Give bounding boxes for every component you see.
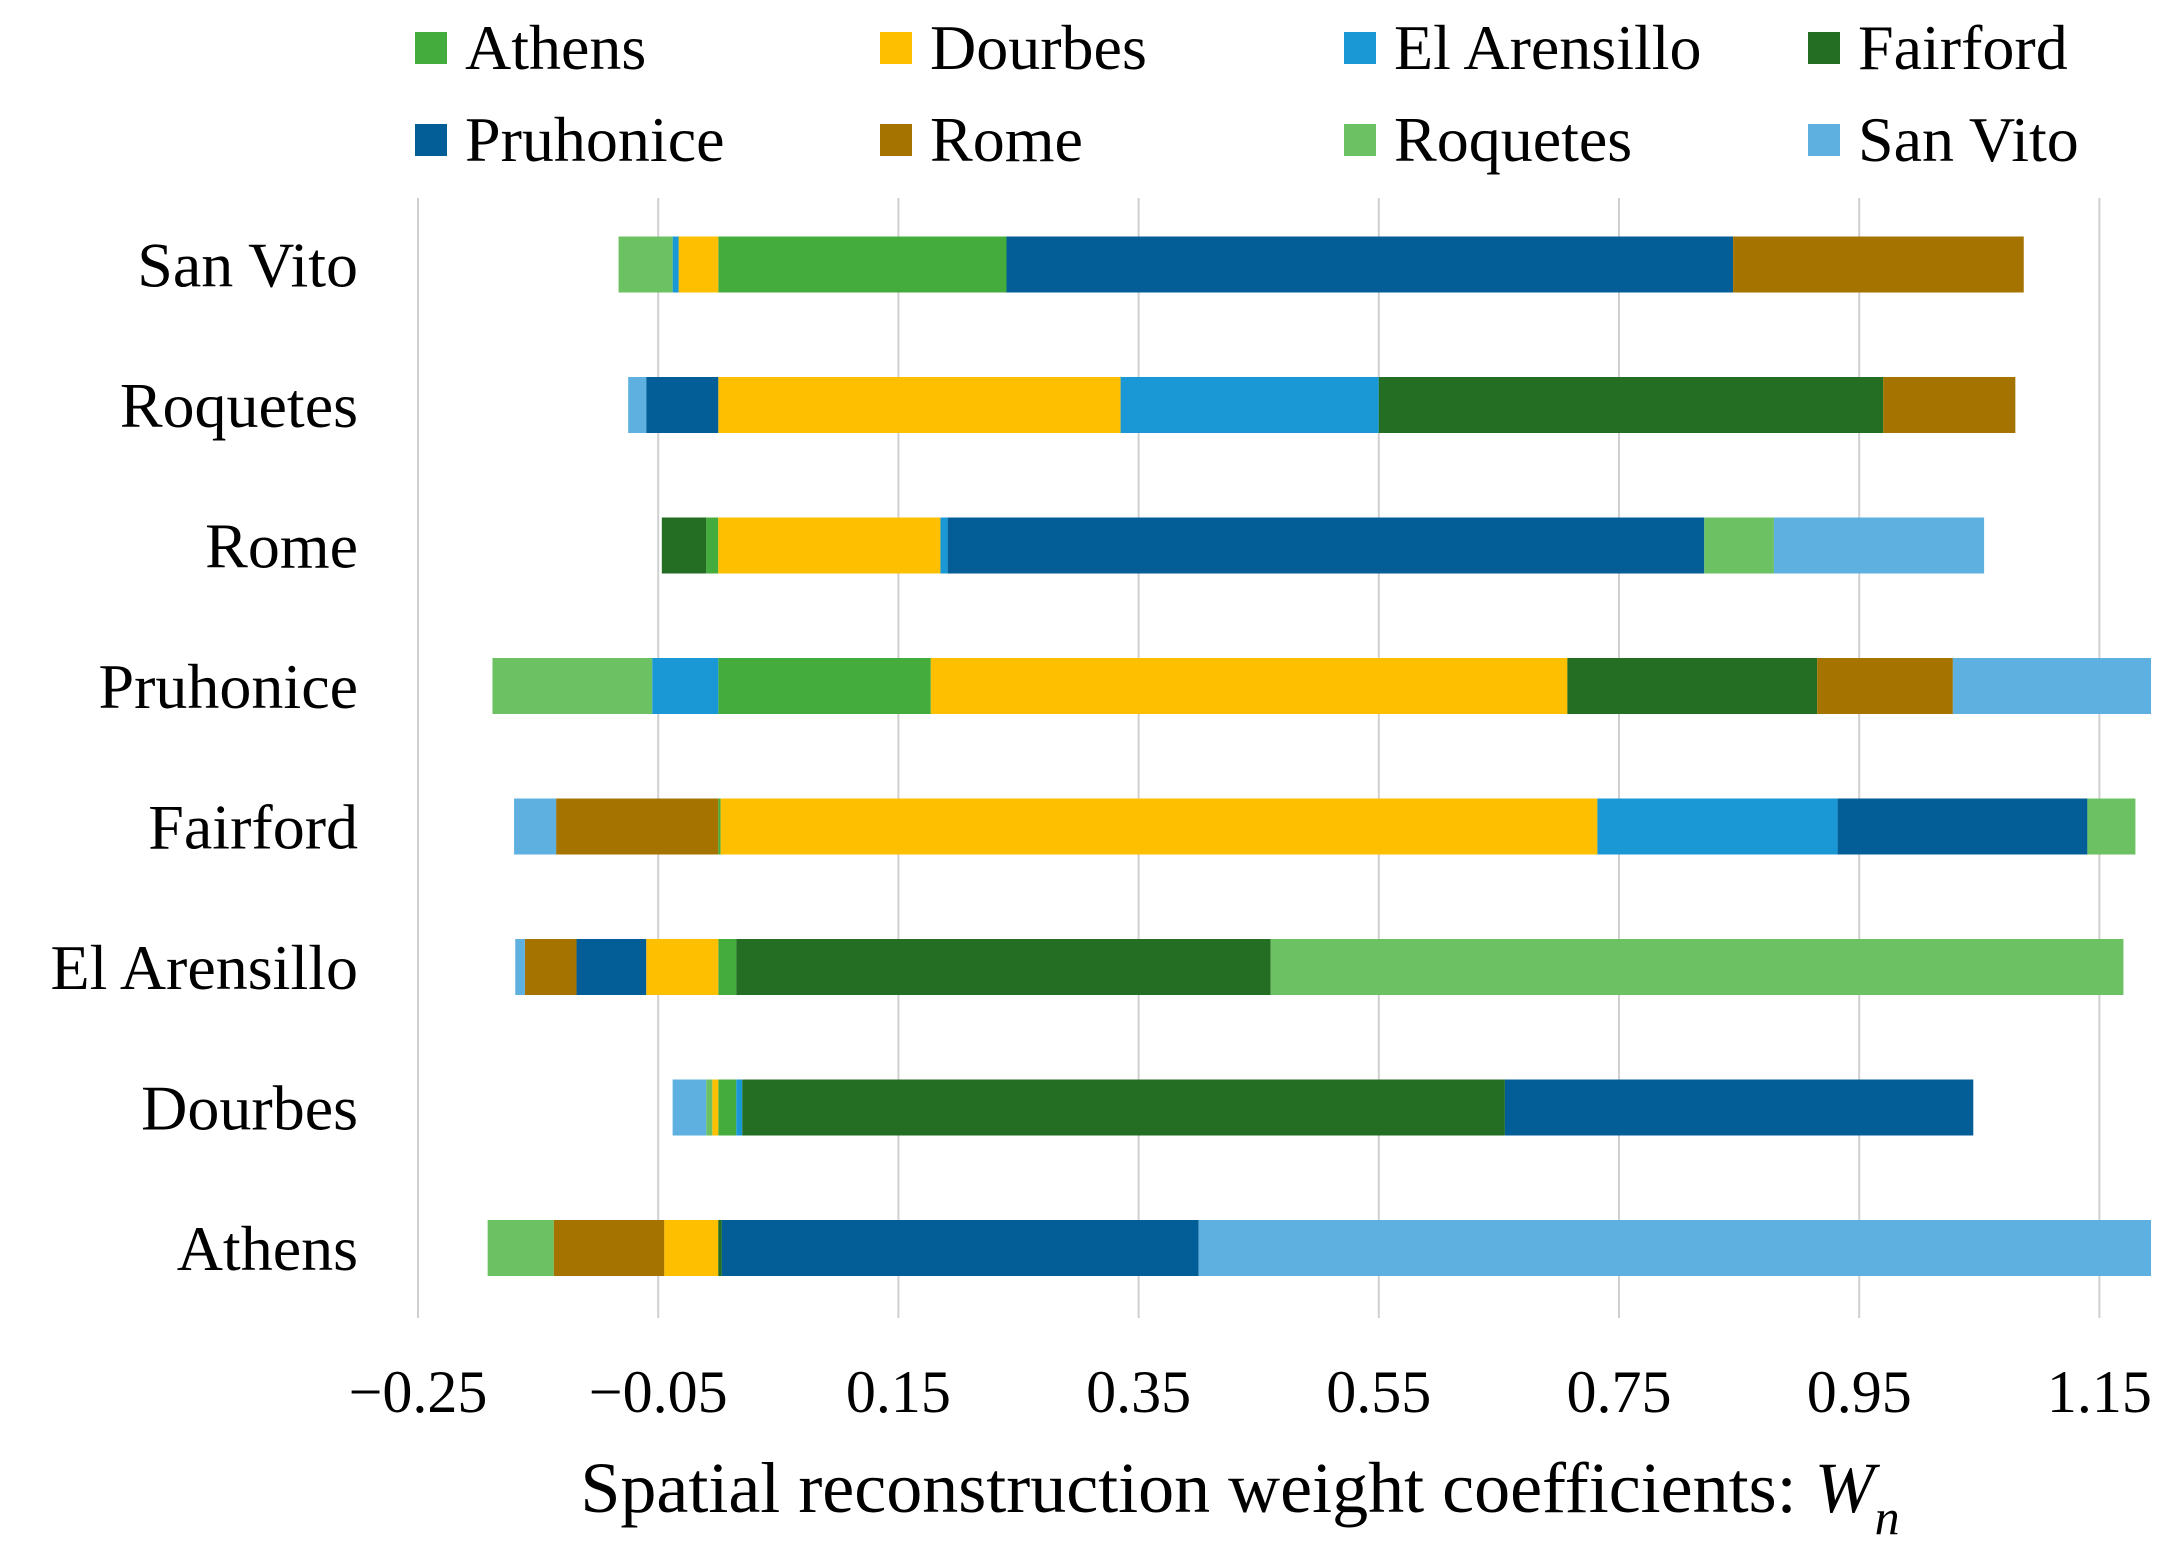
bar-el-arensillo-athens: [718, 939, 737, 995]
x-axis-title-text: Spatial reconstruction weight coefficien…: [580, 1448, 1814, 1528]
legend-label-san-vito: San Vito: [1858, 104, 2079, 175]
x-tick-label: −0.05: [589, 1359, 728, 1425]
legend-label-rome: Rome: [930, 104, 1083, 175]
y-category-label: San Vito: [137, 230, 358, 301]
bar-el-arensillo-fairford: [736, 939, 1271, 995]
bar-fairford-athens: [718, 798, 721, 855]
legend-label-dourbes: Dourbes: [930, 12, 1147, 83]
y-category-label: Rome: [205, 511, 358, 582]
y-category-label: Roquetes: [120, 370, 358, 441]
x-tick-label: 0.75: [1567, 1359, 1672, 1425]
bar-pruhonice-rome: [1817, 658, 1953, 714]
x-tick-label: 0.55: [1326, 1359, 1431, 1425]
x-axis-title: Spatial reconstruction weight coefficien…: [580, 1448, 1899, 1545]
bar-athens-fairford: [718, 1220, 722, 1276]
bar-san-vito-dourbes: [678, 236, 719, 293]
bar-el-arensillo-san-vito: [515, 939, 525, 995]
bar-el-arensillo-rome: [524, 939, 577, 995]
bar-dourbes-athens: [718, 1079, 737, 1136]
bar-fairford-el-arensillo: [1597, 798, 1838, 855]
bar-rome-fairford: [661, 517, 707, 574]
bar-dourbes-dourbes: [712, 1079, 719, 1136]
legend-swatch-el-arensillo: [1344, 32, 1376, 64]
bars: [487, 236, 2152, 1276]
bar-rome-san-vito: [1773, 517, 1985, 574]
legend-swatch-fairford: [1808, 32, 1840, 64]
y-category-label: El Arensillo: [50, 932, 358, 1003]
bar-rome-pruhonice: [947, 517, 1705, 574]
x-tick-label: 0.95: [1807, 1359, 1912, 1425]
bar-pruhonice-athens: [718, 658, 931, 714]
bar-athens-san-vito: [1198, 1220, 2152, 1276]
legend-swatch-san-vito: [1808, 124, 1840, 156]
bar-fairford-san-vito: [514, 798, 557, 855]
bar-pruhonice-dourbes: [930, 658, 1568, 714]
legend-label-pruhonice: Pruhonice: [465, 104, 725, 175]
legend: Athens Dourbes El Arensillo Fairford Pruhoni…: [415, 12, 2079, 175]
x-axis-title-subscript: n: [1875, 1489, 1900, 1545]
bar-athens-rome: [553, 1220, 665, 1276]
y-category-label: Fairford: [148, 792, 358, 863]
legend-swatch-rome: [880, 124, 912, 156]
bar-pruhonice-el-arensillo: [652, 658, 719, 714]
bar-fairford-rome: [556, 798, 719, 855]
bar-el-arensillo-dourbes: [646, 939, 719, 995]
x-axis-title-symbol: W: [1815, 1448, 1881, 1528]
bar-san-vito-pruhonice: [1006, 236, 1734, 293]
y-category-label: Pruhonice: [99, 651, 359, 722]
x-tick-label: 0.15: [846, 1359, 951, 1425]
bar-dourbes-san-vito: [672, 1079, 707, 1136]
bar-san-vito-el-arensillo: [672, 236, 679, 293]
bar-roquetes-rome: [1883, 377, 2016, 433]
x-tick-label: 1.15: [2047, 1359, 2152, 1425]
legend-swatch-dourbes: [880, 32, 912, 64]
bar-dourbes-roquetes: [706, 1079, 713, 1136]
bar-athens-roquetes: [487, 1220, 554, 1276]
bar-athens-pruhonice: [721, 1220, 1199, 1276]
bar-pruhonice-fairford: [1567, 658, 1818, 714]
bar-el-arensillo-pruhonice: [576, 939, 647, 995]
gridlines: [417, 198, 2101, 1318]
bar-fairford-dourbes: [720, 798, 1598, 855]
bar-rome-athens: [706, 517, 719, 574]
bar-pruhonice-san-vito: [1952, 658, 2152, 714]
y-axis-labels: Athens Dourbes El Arensillo Fairford Pruhoni…: [50, 230, 358, 1285]
bar-rome-el-arensillo: [940, 517, 948, 574]
bar-fairford-pruhonice: [1837, 798, 2088, 855]
bar-rome-roquetes: [1704, 517, 1774, 574]
legend-swatch-pruhonice: [415, 124, 447, 156]
bar-pruhonice-roquetes: [492, 658, 653, 714]
bar-roquetes-pruhonice: [646, 377, 719, 433]
legend-label-el-arensillo: El Arensillo: [1394, 12, 1702, 83]
legend-label-roquetes: Roquetes: [1394, 104, 1632, 175]
y-category-label: Athens: [177, 1213, 358, 1284]
x-axis-tick-labels: −0.25 −0.05 0.15 0.35 0.55 0.75 0.95 1.15: [349, 1359, 2152, 1425]
bar-san-vito-athens: [718, 236, 1007, 293]
bar-roquetes-el-arensillo: [1120, 377, 1379, 433]
bar-athens-dourbes: [664, 1220, 719, 1276]
y-category-label: Dourbes: [141, 1073, 358, 1144]
bar-roquetes-fairford: [1378, 377, 1884, 433]
bar-el-arensillo-roquetes: [1270, 939, 2124, 995]
legend-swatch-roquetes: [1344, 124, 1376, 156]
legend-label-fairford: Fairford: [1858, 12, 2068, 83]
bar-rome-dourbes: [718, 517, 941, 574]
bar-roquetes-dourbes: [718, 377, 1121, 433]
x-tick-label: 0.35: [1086, 1359, 1191, 1425]
legend-label-athens: Athens: [465, 12, 646, 83]
bar-roquetes-san-vito: [628, 377, 647, 433]
bar-dourbes-el-arensillo: [736, 1079, 743, 1136]
legend-swatch-athens: [415, 32, 447, 64]
x-tick-label: −0.25: [349, 1359, 488, 1425]
bar-dourbes-pruhonice: [1504, 1079, 1974, 1136]
bar-san-vito-rome: [1733, 236, 2024, 293]
bar-san-vito-roquetes: [618, 236, 673, 293]
bar-fairford-roquetes: [2087, 798, 2136, 855]
bar-dourbes-fairford: [742, 1079, 1505, 1136]
